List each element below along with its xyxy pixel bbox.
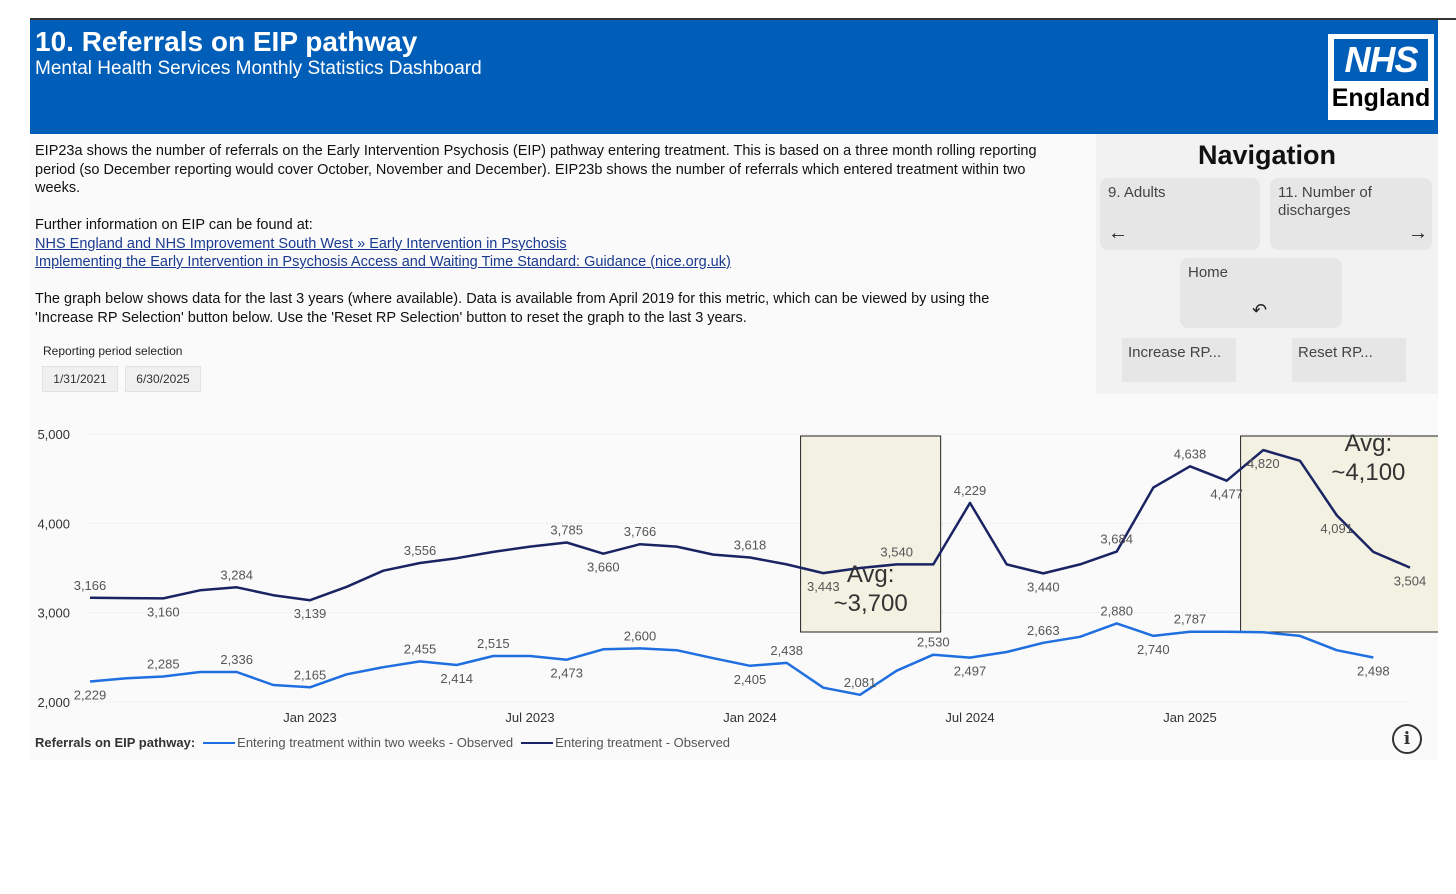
- dashboard-content: EIP23a shows the number of referrals on …: [30, 134, 1438, 760]
- data-label: 3,166: [74, 578, 107, 593]
- further-info: Further information on EIP can be found …: [35, 216, 731, 272]
- data-label: 4,820: [1247, 456, 1280, 471]
- legend-entry-entering: Entering treatment - Observed: [555, 735, 731, 750]
- data-label: 3,440: [1027, 579, 1060, 594]
- annotation-label: Avg:: [847, 561, 895, 588]
- data-label: 2,498: [1357, 664, 1390, 679]
- rp-end-date[interactable]: 6/30/2025: [125, 366, 201, 392]
- data-label: 3,540: [880, 544, 913, 559]
- x-tick-label: Jan 2023: [283, 710, 337, 725]
- data-label: 2,473: [550, 666, 583, 681]
- legend-entry-two-weeks: Entering treatment within two weeks - Ob…: [237, 735, 514, 750]
- top-divider: [30, 18, 1456, 20]
- eip-south-west-link[interactable]: NHS England and NHS Improvement South We…: [35, 235, 567, 252]
- data-label: 4,477: [1210, 487, 1243, 502]
- annotation-label: Avg:: [1345, 430, 1393, 457]
- description-paragraph: EIP23a shows the number of referrals on …: [35, 142, 1037, 198]
- data-label: 2,229: [74, 688, 107, 703]
- y-tick-label: 5,000: [37, 427, 70, 442]
- data-label: 2,740: [1137, 642, 1170, 657]
- data-label: 3,284: [220, 567, 253, 582]
- data-label: 2,405: [734, 672, 767, 687]
- x-tick-label: Jul 2023: [505, 710, 554, 725]
- data-label: 2,497: [954, 664, 987, 679]
- data-label: 4,638: [1174, 446, 1207, 461]
- data-label: 3,660: [587, 560, 620, 575]
- legend-title: Referrals on EIP pathway:: [35, 735, 196, 750]
- data-label: 2,600: [624, 628, 657, 643]
- data-label: 2,455: [404, 641, 437, 656]
- data-label: 4,091: [1320, 521, 1353, 536]
- data-label: 3,443: [807, 579, 840, 594]
- data-label: 2,165: [294, 667, 327, 682]
- data-label: 3,618: [734, 537, 767, 552]
- data-label: 2,787: [1174, 612, 1207, 627]
- home-button[interactable]: Home ↶: [1180, 258, 1342, 328]
- data-label: 2,438: [770, 643, 803, 658]
- data-label: 3,766: [624, 524, 657, 539]
- data-label: 3,139: [294, 606, 327, 621]
- graph-explanation: The graph below shows data for the last …: [35, 290, 989, 327]
- y-tick-label: 2,000: [37, 695, 70, 710]
- data-label: 4,229: [954, 483, 987, 498]
- arrow-right-icon: →: [1408, 222, 1428, 244]
- description-line: The graph below shows data for the last …: [35, 291, 990, 307]
- reset-rp-label: Reset RP...: [1298, 344, 1373, 361]
- chart-legend: Referrals on EIP pathway: Entering treat…: [35, 735, 738, 750]
- reporting-period-label: Reporting period selection: [43, 344, 183, 358]
- data-label: 2,081: [844, 675, 877, 690]
- series-line-entering-treatment: [89, 448, 1411, 602]
- increase-rp-label: Increase RP...: [1128, 344, 1222, 361]
- next-page-button[interactable]: 11. Number of discharges →: [1270, 178, 1432, 250]
- data-label: 3,504: [1394, 574, 1427, 589]
- nhs-logo-england: England: [1331, 84, 1431, 112]
- description-line: weeks.: [35, 180, 81, 196]
- average-highlight-box: [1240, 435, 1438, 633]
- data-label: 2,414: [440, 671, 473, 686]
- y-tick-label: 4,000: [37, 516, 70, 531]
- data-label: 3,556: [404, 543, 437, 558]
- page-subtitle: Mental Health Services Monthly Statistic…: [35, 58, 482, 79]
- page-title: 10. Referrals on EIP pathway: [35, 26, 418, 57]
- data-label: 3,160: [147, 604, 180, 619]
- data-label: 3,684: [1100, 532, 1133, 547]
- eip-nice-guidance-link[interactable]: Implementing the Early Intervention in P…: [35, 254, 731, 270]
- x-tick-label: Jul 2024: [945, 710, 994, 725]
- home-label: Home: [1188, 264, 1229, 281]
- annotation-value: ~4,100: [1331, 459, 1405, 486]
- navigation-title: Navigation: [1197, 140, 1337, 170]
- data-label: 2,515: [477, 636, 510, 651]
- info-icon[interactable]: i: [1392, 724, 1422, 754]
- undo-icon: ↶: [1252, 300, 1268, 320]
- data-label: 3,785: [550, 523, 583, 538]
- x-tick-label: Jan 2024: [723, 710, 777, 725]
- average-highlight-box: [800, 435, 942, 633]
- x-tick-label: Jan 2025: [1163, 710, 1217, 725]
- data-label: 2,663: [1027, 623, 1060, 638]
- prev-page-label: 9. Adults: [1108, 184, 1166, 201]
- legend-swatch-entering: [521, 741, 554, 744]
- description-line: EIP23a shows the number of referrals on …: [35, 143, 1037, 159]
- increase-rp-selection-button[interactable]: Increase RP...: [1122, 338, 1236, 382]
- series-line-two-weeks: [89, 622, 1374, 697]
- referrals-line-chart: 2,000 3,000 4,000 5,000 Jan 2023 Jul 2023 Jan …: [37, 427, 1438, 725]
- rp-start-date[interactable]: 1/31/2021: [42, 366, 118, 392]
- data-label: 2,880: [1100, 603, 1133, 618]
- description-line: period (so December reporting would cove…: [35, 161, 1026, 178]
- annotation-value: ~3,700: [834, 590, 908, 617]
- data-label: 2,530: [917, 635, 950, 650]
- y-tick-label: 3,000: [37, 606, 70, 621]
- prev-page-button[interactable]: 9. Adults ←: [1100, 178, 1260, 250]
- description-line: 'Increase RP Selection' button below. Us…: [35, 309, 747, 326]
- reset-rp-selection-button[interactable]: Reset RP...: [1292, 338, 1406, 382]
- further-info-label: Further information on EIP can be found …: [35, 217, 313, 233]
- data-label: 2,336: [220, 652, 253, 667]
- arrow-left-icon: ←: [1108, 222, 1128, 244]
- page-header: 10. Referrals on EIP pathway Mental Heal…: [30, 20, 1438, 134]
- nhs-logo-mark: NHS: [1334, 39, 1428, 81]
- nhs-england-logo: NHS England: [1328, 34, 1434, 120]
- next-page-label: 11. Number of discharges: [1278, 184, 1372, 219]
- legend-swatch-two-weeks: [203, 741, 236, 744]
- data-label: 2,285: [147, 657, 180, 672]
